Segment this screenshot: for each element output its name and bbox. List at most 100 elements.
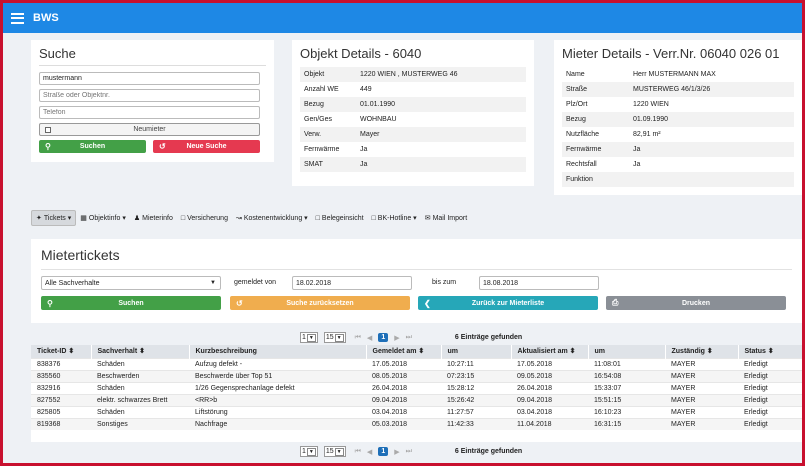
toolbar-belegeinsicht[interactable]: □ Belegeinsicht — [312, 210, 368, 226]
back-to-list-label: Zurück zur Mieterliste — [471, 299, 545, 307]
detail-value: Ja — [633, 146, 641, 153]
table-cell: MAYER — [665, 393, 738, 406]
reset-search-label: Suche zurücksetzen — [286, 299, 354, 307]
caret-down-icon: ▼ — [210, 280, 216, 286]
detail-value: 449 — [360, 86, 372, 93]
first-page-icon[interactable]: ⏮ — [354, 447, 361, 455]
detail-row: Nutzfläche 82,91 m² — [562, 127, 794, 142]
table-row[interactable]: 825805 Schäden Liftstörung 03.04.2018 11:27:… — [31, 405, 802, 418]
table-row[interactable]: 819368 Sonstiges Nachfrage 05.03.2018 11:42:… — [31, 417, 802, 430]
ticket-search-button[interactable]: ⚲ Suchen — [41, 296, 221, 310]
page-size-select[interactable]: 15 ▼ — [323, 446, 346, 457]
neumieter-toggle[interactable]: Neumieter — [39, 123, 260, 136]
toolbar-kostenentwicklung[interactable]: ↝ Kostenentwicklung ▾ — [232, 210, 312, 226]
table-cell: Erledigt — [738, 405, 802, 418]
toolbar-label: Kostenentwicklung ▾ — [243, 215, 308, 222]
toolbar-tickets[interactable]: ✦ Tickets ▾ — [31, 210, 77, 226]
tickets-table: Ticket-ID ⬍ Sachverhalt ⬍ Kurzbeschreibu… — [31, 345, 802, 430]
detail-key: Straße — [566, 86, 588, 93]
column-header[interactable]: Status ⬍ — [738, 345, 802, 358]
page-select[interactable]: 1 ▼ — [300, 446, 318, 457]
toolbar-label: Objektinfo ▾ — [88, 215, 126, 222]
current-page[interactable]: 1 — [378, 333, 389, 342]
page-select[interactable]: 1 ▼ — [300, 332, 318, 343]
detail-row: Straße MUSTERWEG 46/1/3/26 — [562, 82, 794, 97]
detail-row: Funktion — [562, 172, 794, 187]
detail-row: Plz/Ort 1220 WIEN — [562, 97, 794, 112]
back-to-list-button[interactable]: ❮ Zurück zur Mieterliste — [418, 296, 598, 310]
table-cell: 08.05.2018 — [366, 369, 441, 382]
toolbar-label: Versicherung — [187, 214, 228, 222]
table-cell: 15:51:15 — [588, 393, 665, 406]
detail-key: Rechtsfall — [566, 161, 597, 168]
table-row[interactable]: 835560 Beschwerden Beschwerde über Top 51 0… — [31, 369, 802, 382]
search-icon: ⚲ — [45, 142, 51, 151]
table-row[interactable]: 827552 elektr. schwarzes Brett <RR>b 09.04.… — [31, 393, 802, 406]
table-cell: Aufzug defekt - — [189, 357, 366, 370]
toolbar-objektinfo[interactable]: ▦ Objektinfo ▾ — [76, 210, 130, 226]
toolbar-mieterinfo[interactable]: ♟ Mieterinfo — [130, 210, 177, 226]
current-page[interactable]: 1 — [378, 447, 389, 456]
sachverhalt-select[interactable]: Alle Sachverhalte ▼ — [41, 276, 221, 290]
name-input[interactable] — [39, 72, 260, 85]
detail-row: Gen/Ges WOHNBAU — [300, 112, 526, 127]
table-cell: 26.04.2018 — [366, 381, 441, 394]
detail-value: 82,91 m² — [633, 131, 661, 138]
detail-key: Fernwärme — [566, 146, 602, 153]
column-header[interactable]: Gemeldet am ⬍ — [366, 345, 442, 358]
detail-row: Anzahl WE 449 — [300, 82, 526, 97]
table-cell: 09.04.2018 — [366, 393, 441, 406]
toolbar-label: Mail Import — [432, 214, 468, 222]
gemeldet-von-input[interactable]: 18.02.2018 — [292, 276, 412, 290]
print-button[interactable]: ⎙ Drucken — [606, 296, 786, 310]
menu-icon[interactable] — [11, 12, 24, 24]
next-page-icon[interactable]: ▶ — [394, 448, 400, 456]
new-search-button[interactable]: ↺ Neue Suche — [153, 140, 260, 153]
table-cell: 1/26 Gegensprechanlage defekt — [189, 381, 366, 394]
checkbox-icon[interactable] — [45, 126, 51, 133]
sachverhalt-value: Alle Sachverhalte — [45, 279, 100, 287]
table-cell: Beschwerde über Top 51 — [189, 369, 366, 382]
page-size-select[interactable]: 15 ▼ — [323, 332, 346, 343]
detail-key: Fernwärme — [304, 146, 340, 153]
detail-key: Funktion — [566, 176, 593, 183]
prev-page-icon[interactable]: ◀ — [366, 334, 373, 342]
bis-zum-label: bis zum — [432, 279, 457, 286]
column-header[interactable]: Sachverhalt ⬍ — [91, 345, 190, 358]
table-cell: 07:23:15 — [441, 369, 511, 382]
tenant-details-list: Name Herr MUSTERMANN MAX Straße MUSTERWEG … — [562, 67, 794, 187]
detail-key: Plz/Ort — [566, 101, 588, 108]
gemeldet-von-value: 18.02.2018 — [296, 279, 332, 287]
table-row[interactable]: 838376 Schäden Aufzug defekt -17.05.2018 10… — [31, 357, 802, 370]
toolbar-bk-hotline[interactable]: □ BK-Hotline ▾ — [368, 210, 421, 226]
bis-zum-input[interactable]: 18.08.2018 — [479, 276, 599, 290]
column-header[interactable]: Aktualisiert am ⬍ — [511, 345, 589, 358]
column-header[interactable]: Ticket-ID ⬍ — [31, 345, 92, 358]
next-page-icon[interactable]: ▶ — [394, 334, 400, 342]
gemeldet-von-label: gemeldet von — [234, 279, 277, 286]
street-input[interactable] — [39, 89, 260, 102]
table-cell: 827552 — [31, 393, 91, 406]
table-row[interactable]: 832916 Schäden 1/26 Gegensprechanlage defe… — [31, 381, 802, 394]
page-select-value: 1 — [302, 448, 306, 455]
toolbar-versicherung[interactable]: □ Versicherung — [177, 210, 232, 226]
tickets-table-panel: Ticket-ID ⬍ Sachverhalt ⬍ Kurzbeschreibu… — [31, 345, 802, 442]
table-cell: Schäden — [91, 381, 189, 394]
column-header[interactable]: Zuständig ⬍ — [665, 345, 739, 358]
reset-search-button[interactable]: ↺ Suche zurücksetzen — [230, 296, 410, 310]
table-cell: elektr. schwarzes Brett — [91, 393, 189, 406]
last-page-icon[interactable]: ⏭ — [405, 447, 412, 455]
object-details-panel: Objekt Details - 6040 Objekt 1220 WIEN , … — [292, 40, 534, 186]
phone-input[interactable] — [39, 106, 260, 119]
tenant-details-heading: Mieter Details - Verr.Nr. 06040 026 01 — [562, 46, 780, 61]
toolbar-mail-import[interactable]: ✉ Mail Import — [421, 210, 472, 226]
user-icon: ♟ — [133, 215, 141, 222]
prev-page-icon[interactable]: ◀ — [366, 448, 373, 456]
first-page-icon[interactable]: ⏮ — [354, 333, 361, 341]
last-page-icon[interactable]: ⏭ — [405, 333, 412, 341]
toolbar-label: BK-Hotline ▾ — [377, 215, 417, 222]
search-button[interactable]: ⚲ Suchen — [39, 140, 146, 153]
detail-key: Bezug — [304, 101, 324, 108]
table-cell: 838376 — [31, 357, 91, 370]
detail-value: Mayer — [360, 131, 380, 138]
